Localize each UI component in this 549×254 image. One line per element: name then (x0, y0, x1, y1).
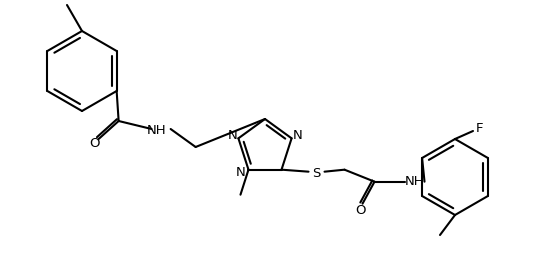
Text: S: S (312, 167, 321, 180)
Text: F: F (475, 121, 483, 134)
Text: NH: NH (405, 174, 424, 187)
Text: N: N (227, 128, 237, 141)
Text: N: N (236, 166, 245, 179)
Text: NH: NH (147, 124, 166, 137)
Text: O: O (355, 203, 366, 216)
Text: O: O (89, 137, 100, 150)
Text: N: N (293, 128, 302, 141)
